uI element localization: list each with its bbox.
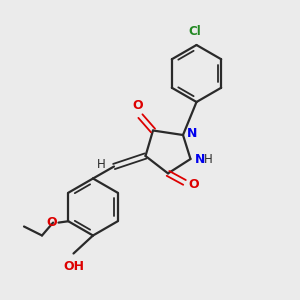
Text: Cl: Cl	[189, 26, 201, 38]
Text: O: O	[189, 178, 199, 191]
Text: N: N	[195, 153, 205, 166]
Text: O: O	[46, 216, 57, 229]
Text: H: H	[97, 158, 106, 171]
Text: H: H	[204, 153, 213, 166]
Text: O: O	[132, 99, 143, 112]
Text: N: N	[187, 127, 198, 140]
Text: OH: OH	[63, 260, 84, 272]
